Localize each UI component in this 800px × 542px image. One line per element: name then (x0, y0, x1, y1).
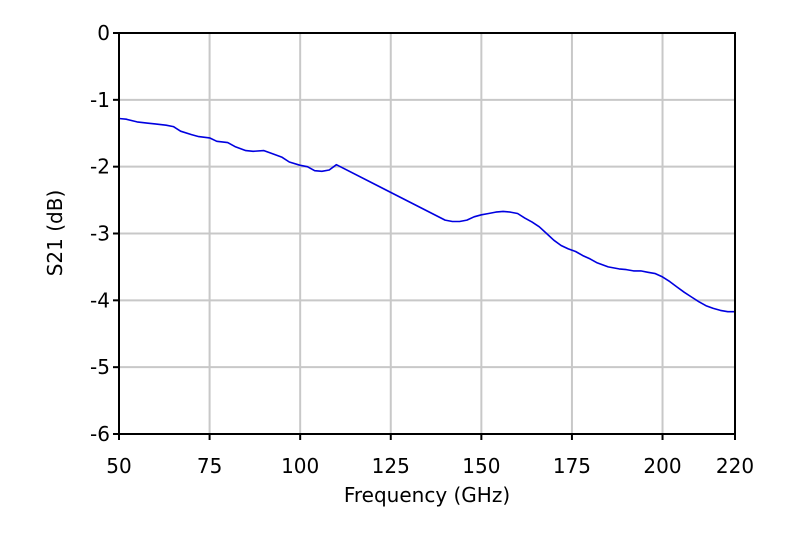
tick-labels: 50 75 100 125 150 175 200 220 0 -1 -2 -3 -4 -5 -6 (90, 21, 754, 478)
y-tick-label: -1 (90, 88, 110, 112)
y-tick-label: -6 (90, 422, 110, 446)
x-tick-label: 220 (716, 454, 754, 478)
plot-border (118, 32, 736, 435)
series-layer (118, 117, 735, 313)
x-axis-title: Frequency (GHz) (344, 483, 510, 507)
x-tick-label: 100 (281, 454, 319, 478)
series-line-s21 (118, 117, 735, 313)
x-tick-label: 175 (553, 454, 591, 478)
y-tick-label: -5 (90, 355, 110, 379)
y-tick-label: -2 (90, 155, 110, 179)
y-axis-title: S21 (dB) (43, 190, 67, 277)
x-tick-label: 125 (372, 454, 410, 478)
x-tick-label: 50 (106, 454, 131, 478)
x-tick-label: 75 (197, 454, 222, 478)
x-tick-label: 150 (462, 454, 500, 478)
y-tick-label: -3 (90, 222, 110, 246)
x-tick-label: 200 (643, 454, 681, 478)
y-tick-label: -4 (90, 288, 110, 312)
y-tick-label: 0 (97, 21, 110, 45)
